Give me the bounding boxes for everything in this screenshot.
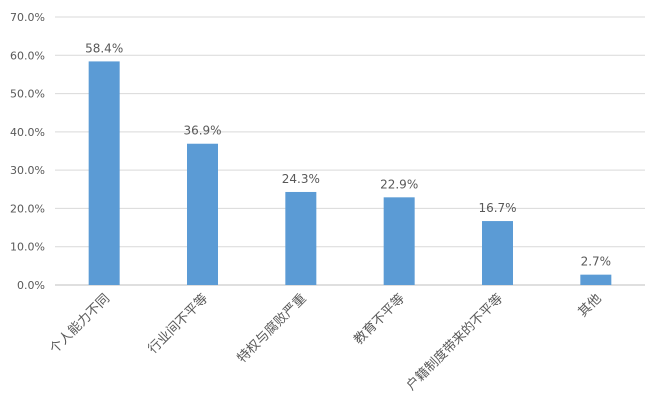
data-label: 24.3% xyxy=(282,172,320,186)
bar xyxy=(285,191,317,285)
bar xyxy=(580,274,612,285)
data-label: 22.9% xyxy=(380,177,418,191)
bar xyxy=(482,221,513,285)
x-tick-label: 其他 xyxy=(576,291,605,320)
y-tick-label: 30.0% xyxy=(10,164,45,177)
data-label: 16.7% xyxy=(478,201,516,215)
x-tick-label: 个人能力不同 xyxy=(47,291,113,357)
y-tick-label: 40.0% xyxy=(10,126,45,139)
y-tick-label: 20.0% xyxy=(10,202,45,215)
x-tick-label: 行业间不平等 xyxy=(145,291,211,357)
y-tick-label: 0.0% xyxy=(17,279,45,292)
gridlines xyxy=(55,16,645,286)
bar xyxy=(88,61,120,285)
x-tick-label: 教育不平等 xyxy=(351,291,408,348)
x-tick-label: 特权与腐败严重 xyxy=(234,291,310,367)
y-tick-label: 10.0% xyxy=(10,241,45,254)
y-tick-label: 60.0% xyxy=(10,49,45,62)
bar xyxy=(383,197,415,285)
bars xyxy=(88,61,612,285)
y-axis-ticks: 0.0% 10.0% 20.0% 30.0% 40.0% 50.0% 60.0% 70.0% xyxy=(10,11,45,292)
data-label: 58.4% xyxy=(85,41,123,55)
y-tick-label: 70.0% xyxy=(10,11,45,24)
data-label: 2.7% xyxy=(581,255,612,269)
x-tick-label: 户籍制度带来的不平等 xyxy=(403,291,506,394)
data-labels: 58.4% 36.9% 24.3% 22.9% 16.7% 2.7% xyxy=(85,41,611,268)
y-tick-label: 50.0% xyxy=(10,88,45,101)
data-label: 36.9% xyxy=(183,124,221,138)
bar xyxy=(187,143,218,285)
